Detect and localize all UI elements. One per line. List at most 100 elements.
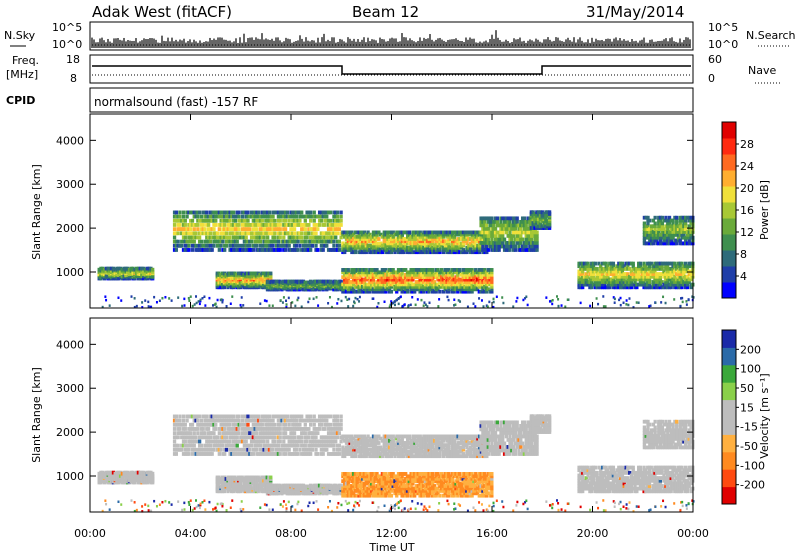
power-cell bbox=[215, 243, 220, 248]
power-cell bbox=[687, 272, 691, 277]
power-cell bbox=[499, 226, 503, 231]
power-cell bbox=[296, 218, 300, 223]
power-cell bbox=[291, 279, 295, 284]
power-cell bbox=[595, 282, 599, 287]
power-cell bbox=[602, 282, 607, 287]
power-cell bbox=[230, 243, 234, 248]
velocity-cell bbox=[172, 422, 177, 427]
power-cell bbox=[203, 227, 207, 232]
velocity-cell bbox=[189, 439, 193, 444]
power-cell bbox=[522, 216, 527, 221]
power-cell bbox=[685, 280, 690, 284]
power-cell bbox=[300, 231, 304, 236]
power-cell bbox=[353, 268, 358, 272]
power-cell bbox=[434, 272, 438, 277]
power-cell bbox=[370, 243, 374, 248]
power-cell bbox=[413, 284, 417, 289]
power-cell bbox=[323, 231, 327, 236]
power-cell bbox=[189, 210, 193, 215]
power-cell bbox=[405, 272, 410, 277]
power-cell bbox=[449, 232, 453, 237]
power-cell bbox=[597, 274, 601, 279]
power-cell bbox=[255, 214, 259, 219]
power-cell bbox=[253, 235, 257, 240]
power-cell bbox=[398, 275, 402, 280]
power-cell bbox=[134, 268, 139, 273]
power-cell bbox=[228, 223, 232, 227]
power-cell bbox=[205, 218, 209, 223]
power-cell bbox=[387, 280, 392, 284]
power-cell bbox=[400, 248, 404, 252]
power-cell bbox=[609, 272, 614, 277]
power-cell bbox=[490, 248, 494, 252]
power-cell bbox=[665, 261, 670, 266]
power-cell bbox=[687, 230, 691, 234]
power-cell bbox=[181, 235, 186, 240]
power-cell bbox=[323, 243, 327, 248]
power-cell bbox=[420, 234, 424, 239]
power-cell bbox=[344, 277, 349, 282]
power-cell bbox=[599, 277, 603, 282]
power-cell bbox=[343, 287, 347, 292]
power-cell bbox=[258, 239, 263, 244]
power-cell bbox=[271, 239, 275, 244]
power-cell bbox=[347, 305, 350, 308]
power-cell bbox=[262, 235, 266, 240]
power-cell bbox=[443, 268, 447, 272]
power-cell bbox=[341, 230, 345, 235]
power-cell bbox=[115, 275, 119, 280]
power-cell bbox=[361, 250, 365, 255]
power-cell bbox=[579, 277, 583, 282]
power-cell bbox=[405, 282, 410, 287]
power-cell bbox=[441, 272, 446, 277]
power-cell bbox=[649, 232, 654, 237]
power-cell bbox=[181, 218, 186, 223]
power-cell bbox=[308, 297, 311, 300]
power-cell bbox=[395, 277, 399, 282]
power-cell bbox=[317, 239, 322, 244]
power-cell bbox=[671, 224, 675, 229]
power-cell bbox=[599, 285, 603, 290]
power-cell bbox=[393, 284, 397, 289]
power-cell bbox=[430, 289, 435, 294]
power-cell bbox=[364, 245, 368, 250]
power-cell bbox=[664, 218, 668, 223]
power-cell bbox=[501, 216, 505, 221]
power-cell bbox=[373, 270, 377, 275]
power-cell bbox=[629, 285, 634, 290]
colorbar-swatch bbox=[722, 138, 736, 155]
power-cell bbox=[644, 264, 648, 269]
power-cell bbox=[479, 219, 483, 224]
power-cell bbox=[477, 289, 481, 294]
power-cell bbox=[450, 241, 455, 246]
power-cell bbox=[400, 230, 404, 235]
power-cell bbox=[383, 300, 386, 304]
power-cell bbox=[669, 261, 673, 266]
power-cell bbox=[402, 237, 406, 241]
power-cell bbox=[409, 284, 413, 289]
velocity-cell bbox=[189, 427, 193, 431]
power-cell bbox=[380, 284, 385, 289]
power-cell bbox=[655, 264, 659, 269]
power-cell bbox=[660, 301, 663, 304]
power-cell bbox=[626, 282, 630, 287]
power-cell bbox=[273, 279, 277, 284]
power-cell bbox=[398, 282, 402, 287]
power-cell bbox=[172, 235, 177, 240]
power-cell bbox=[310, 239, 315, 244]
velocity-cell bbox=[187, 427, 191, 431]
velocity-cell bbox=[187, 447, 191, 452]
power-cell bbox=[629, 261, 634, 266]
power-cell bbox=[622, 301, 625, 305]
power-cell bbox=[111, 272, 116, 277]
power-cell bbox=[189, 295, 192, 298]
power-cell bbox=[438, 270, 442, 275]
power-cell bbox=[261, 274, 266, 279]
power-cell bbox=[274, 227, 279, 232]
power-cell bbox=[264, 227, 268, 232]
power-cell bbox=[673, 241, 677, 246]
power-cell bbox=[422, 248, 426, 252]
power-cell bbox=[326, 227, 331, 232]
power-cell bbox=[486, 282, 490, 287]
power-cell bbox=[620, 277, 625, 282]
